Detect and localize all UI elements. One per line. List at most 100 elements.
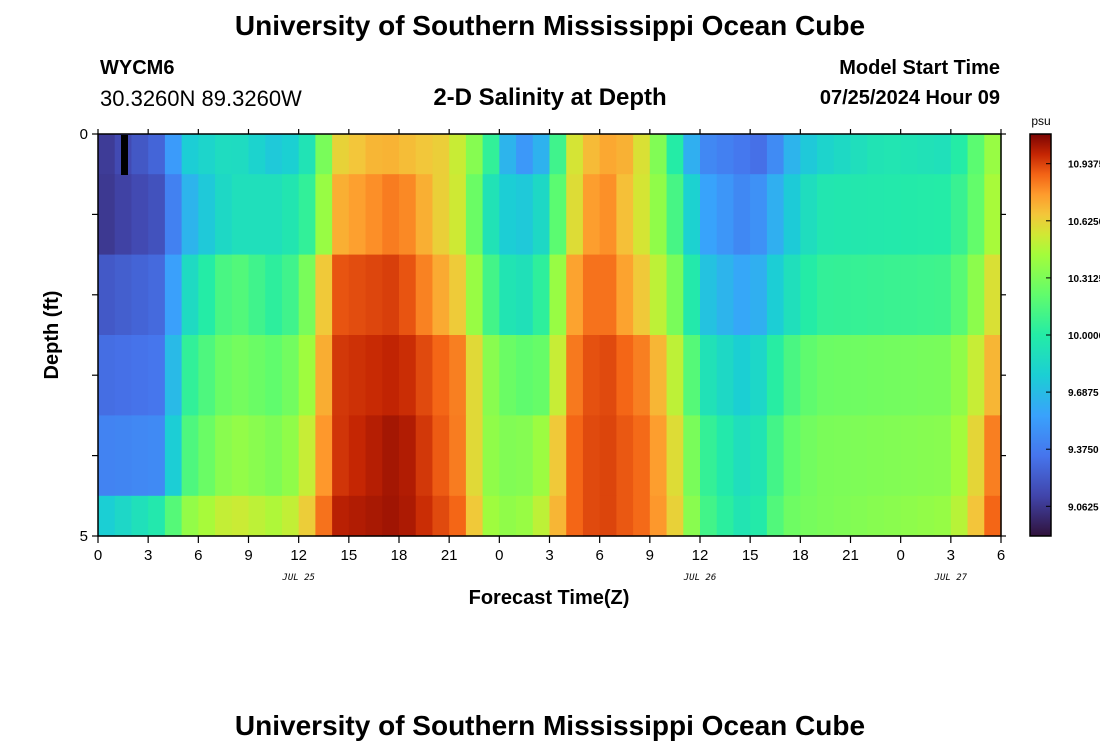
heatmap-cell — [683, 134, 701, 175]
heatmap-cell — [967, 415, 985, 497]
heatmap-cell — [800, 134, 818, 175]
heatmap-cell — [867, 415, 885, 497]
heatmap-cell — [733, 495, 751, 537]
heatmap-cell — [215, 415, 233, 497]
x-tick-label: 0 — [896, 547, 904, 564]
heatmap-cell — [181, 495, 199, 537]
heatmap-cell — [215, 335, 233, 416]
heatmap-cell — [817, 174, 835, 256]
heatmap-cell — [516, 495, 534, 537]
date-label: JUL 26 — [683, 573, 717, 583]
heatmap-cell — [666, 174, 684, 256]
heatmap-cell — [198, 495, 216, 537]
heatmap-cell — [867, 254, 885, 336]
heatmap-cell — [833, 254, 852, 336]
heatmap-cell — [633, 335, 651, 416]
heatmap-cell — [750, 495, 768, 537]
heatmap-cell — [950, 134, 969, 175]
heatmap-cell — [800, 254, 818, 336]
heatmap-cell — [315, 254, 333, 336]
heatmap-cell — [348, 134, 367, 175]
heatmap-cell — [984, 335, 1002, 416]
heatmap-cell — [917, 254, 935, 336]
heatmap-cell — [399, 174, 417, 256]
colorbar-tick-label: 10.6250 — [1068, 217, 1100, 228]
heatmap-cell — [817, 415, 835, 497]
heatmap-cell — [248, 254, 266, 336]
heatmap-cell — [198, 335, 216, 416]
heatmap-cell — [850, 134, 868, 175]
heatmap-cell — [666, 335, 684, 416]
heatmap-cell — [114, 415, 133, 497]
heatmap-cell — [248, 495, 266, 537]
heatmap-cell — [332, 174, 350, 256]
station-coordinates: 30.3260N 89.3260W — [100, 86, 302, 111]
heatmap-cell — [750, 134, 768, 175]
heatmap-cell — [432, 134, 450, 175]
heatmap-cell — [532, 174, 551, 256]
x-tick-label: 12 — [692, 547, 709, 564]
heatmap-cell — [415, 495, 434, 537]
heatmap-cell — [382, 335, 400, 416]
heatmap-cell — [516, 335, 534, 416]
heatmap-cell — [181, 174, 199, 256]
x-tick-label: 3 — [144, 547, 152, 564]
footer-title: University of Southern Mississippi Ocean… — [234, 710, 866, 741]
heatmap-cell — [883, 134, 902, 175]
heatmap-cell — [683, 495, 701, 537]
heatmap-cell — [582, 254, 601, 336]
x-tick-label: 6 — [997, 547, 1005, 564]
heatmap-cell — [131, 335, 149, 416]
heatmap-cell — [582, 174, 601, 256]
colorbar-tick-label: 10.9375 — [1068, 160, 1100, 171]
heatmap-cell — [716, 134, 735, 175]
heatmap-cell — [883, 335, 902, 416]
heatmap-cell — [616, 415, 634, 497]
heatmap-cell — [432, 174, 450, 256]
heatmap-cell — [298, 134, 316, 175]
heatmap-cell — [298, 254, 316, 336]
colorbar-tick-label: 10.3125 — [1068, 274, 1100, 285]
heatmap-cell — [733, 254, 751, 336]
heatmap-cell — [599, 415, 617, 497]
station-id: WYCM6 — [100, 57, 175, 79]
heatmap-cell — [716, 415, 735, 497]
heatmap-cell — [482, 335, 500, 416]
date-label: JUL 27 — [934, 573, 968, 583]
heatmap-cell — [967, 134, 985, 175]
y-axis: 05 — [80, 126, 1006, 545]
heatmap-cell — [616, 495, 634, 537]
heatmap-cell — [950, 335, 969, 416]
heatmap-cell — [281, 415, 300, 497]
heatmap-cell — [833, 335, 852, 416]
heatmap-cell — [532, 495, 551, 537]
heatmap-cell — [766, 174, 785, 256]
heatmap-cell — [683, 415, 701, 497]
heatmap-cell — [683, 174, 701, 256]
heatmap-cell — [348, 495, 367, 537]
heatmap-cell — [131, 134, 149, 175]
heatmap-cell — [900, 174, 918, 256]
heatmap-cell — [449, 254, 467, 336]
heatmap-cell — [248, 415, 266, 497]
heatmap-cell — [917, 495, 935, 537]
heatmap-cell — [399, 335, 417, 416]
heatmap-cell — [348, 174, 367, 256]
heatmap-cell — [482, 495, 500, 537]
heatmap-cell — [683, 335, 701, 416]
heatmap-cell — [733, 415, 751, 497]
heatmap-cell — [449, 415, 467, 497]
heatmap-cell — [248, 174, 266, 256]
heatmap-cell — [281, 134, 300, 175]
heatmap-cell — [783, 335, 801, 416]
heatmap-cell — [850, 174, 868, 256]
heatmap-cell — [733, 134, 751, 175]
heatmap-cell — [532, 134, 551, 175]
heatmap-cell — [883, 495, 902, 537]
heatmap-cell — [148, 174, 166, 256]
heatmap-cell — [549, 254, 567, 336]
heatmap-cell — [198, 134, 216, 175]
heatmap-cell — [98, 415, 116, 497]
heatmap-cell — [917, 335, 935, 416]
heatmap-cell — [265, 174, 283, 256]
